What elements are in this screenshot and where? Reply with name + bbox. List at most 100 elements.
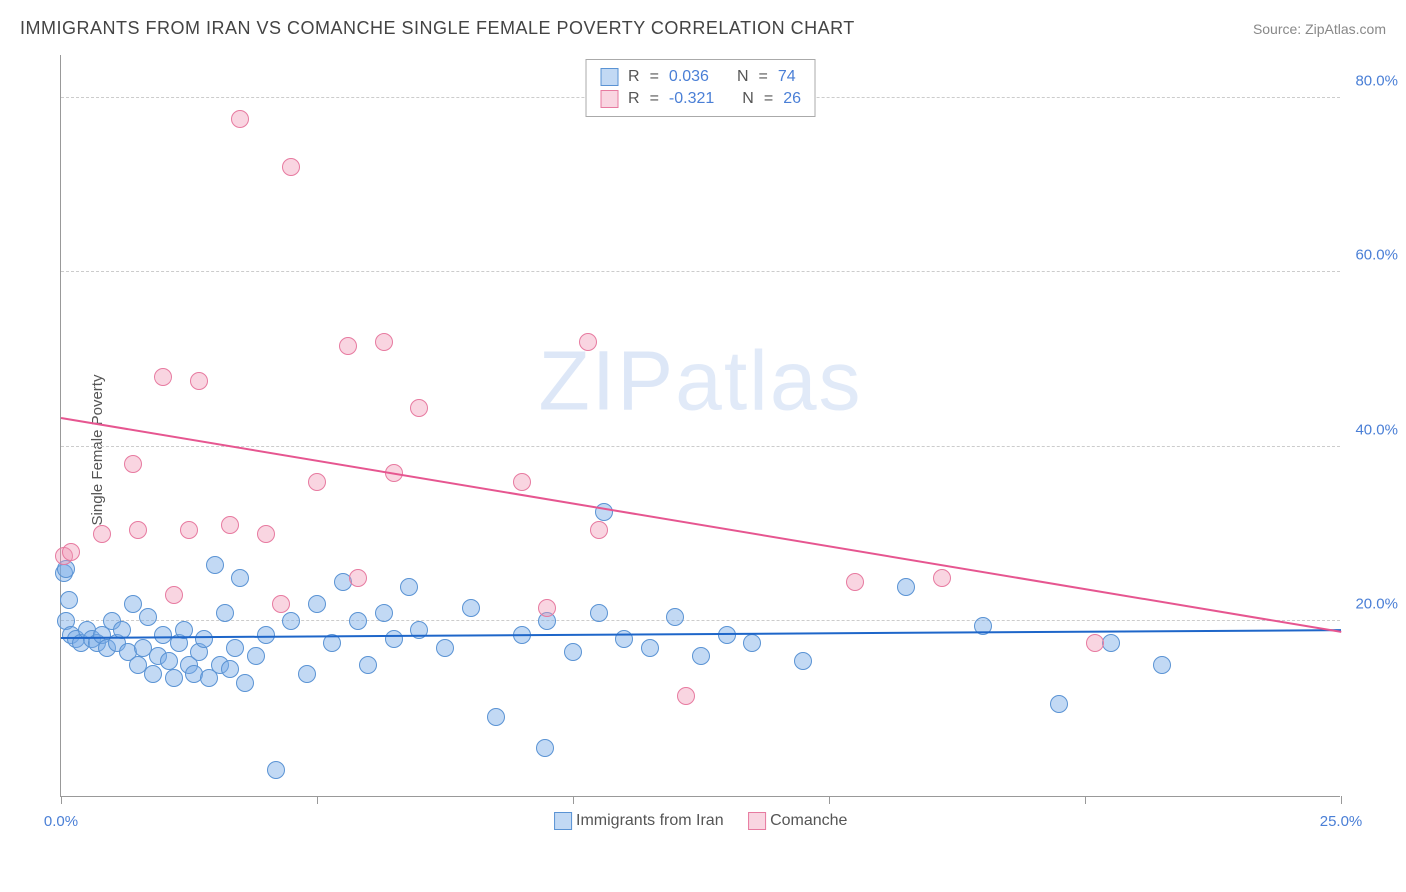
gridline	[61, 446, 1340, 447]
data-point	[60, 591, 78, 609]
data-point	[62, 543, 80, 561]
data-point	[206, 556, 224, 574]
x-tick	[829, 796, 830, 804]
data-point	[180, 521, 198, 539]
x-tick	[1341, 796, 1342, 804]
data-point	[298, 665, 316, 683]
data-point	[359, 656, 377, 674]
data-point	[267, 761, 285, 779]
data-point	[247, 647, 265, 665]
trend-line	[61, 629, 1341, 639]
data-point	[487, 708, 505, 726]
data-point	[579, 333, 597, 351]
data-point	[933, 569, 951, 587]
equals-icon: =	[650, 90, 659, 108]
stat-label: R	[628, 90, 640, 108]
data-point	[538, 599, 556, 617]
gridline	[61, 620, 1340, 621]
y-tick-label: 20.0%	[1355, 596, 1398, 613]
data-point	[410, 399, 428, 417]
data-point	[195, 630, 213, 648]
source-label: Source:	[1253, 21, 1301, 37]
x-tick	[61, 796, 62, 804]
x-tick	[1085, 796, 1086, 804]
data-point	[564, 643, 582, 661]
data-point	[375, 333, 393, 351]
source-link[interactable]: ZipAtlas.com	[1305, 21, 1386, 37]
plot-area: ZIPatlas R = 0.036 N = 74 R = -0.321 N =	[60, 55, 1340, 797]
data-point	[144, 665, 162, 683]
trend-line	[61, 417, 1341, 633]
data-point	[385, 630, 403, 648]
gridline	[61, 271, 1340, 272]
data-point	[349, 569, 367, 587]
data-point	[462, 599, 480, 617]
data-point	[1086, 634, 1104, 652]
data-point	[308, 473, 326, 491]
legend-swatch-comanche-icon	[748, 812, 766, 830]
x-tick	[317, 796, 318, 804]
data-point	[221, 660, 239, 678]
chart-title: IMMIGRANTS FROM IRAN VS COMANCHE SINGLE …	[20, 18, 855, 39]
data-point	[190, 372, 208, 390]
data-point	[272, 595, 290, 613]
data-point	[124, 595, 142, 613]
data-point	[282, 612, 300, 630]
y-tick-label: 80.0%	[1355, 72, 1398, 89]
source-credit: Source: ZipAtlas.com	[1253, 21, 1386, 37]
data-point	[375, 604, 393, 622]
stat-n-value: 26	[783, 90, 801, 108]
data-point	[743, 634, 761, 652]
data-point	[339, 337, 357, 355]
data-point	[641, 639, 659, 657]
data-point	[436, 639, 454, 657]
data-point	[1050, 695, 1068, 713]
legend-series: Immigrants from Iran Comanche	[554, 812, 848, 830]
legend-label: Immigrants from Iran	[576, 812, 724, 829]
data-point	[257, 626, 275, 644]
legend-swatch-iran-icon	[554, 812, 572, 830]
data-point	[216, 604, 234, 622]
data-point	[257, 525, 275, 543]
data-point	[93, 525, 111, 543]
data-point	[513, 473, 531, 491]
legend-correlation: R = 0.036 N = 74 R = -0.321 N = 26	[585, 59, 816, 117]
data-point	[160, 652, 178, 670]
stat-label: N	[742, 90, 754, 108]
legend-item: Comanche	[748, 812, 848, 830]
data-point	[1102, 634, 1120, 652]
legend-row: R = 0.036 N = 74	[600, 66, 801, 88]
data-point	[846, 573, 864, 591]
data-point	[129, 521, 147, 539]
legend-item: Immigrants from Iran	[554, 812, 724, 830]
stat-label: N	[737, 68, 749, 86]
legend-row: R = -0.321 N = 26	[600, 88, 801, 110]
data-point	[897, 578, 915, 596]
data-point	[231, 110, 249, 128]
data-point	[154, 368, 172, 386]
data-point	[400, 578, 418, 596]
stat-r-value: -0.321	[669, 90, 714, 108]
data-point	[226, 639, 244, 657]
data-point	[308, 595, 326, 613]
data-point	[165, 669, 183, 687]
data-point	[349, 612, 367, 630]
data-point	[590, 521, 608, 539]
y-tick-label: 60.0%	[1355, 247, 1398, 264]
data-point	[590, 604, 608, 622]
stat-n-value: 74	[778, 68, 796, 86]
data-point	[282, 158, 300, 176]
stat-r-value: 0.036	[669, 68, 709, 86]
data-point	[231, 569, 249, 587]
data-point	[165, 586, 183, 604]
equals-icon: =	[650, 68, 659, 86]
data-point	[692, 647, 710, 665]
x-tick-label: 25.0%	[1320, 813, 1363, 830]
equals-icon: =	[764, 90, 773, 108]
y-tick-label: 40.0%	[1355, 421, 1398, 438]
x-tick-label: 0.0%	[44, 813, 78, 830]
data-point	[1153, 656, 1171, 674]
stat-label: R	[628, 68, 640, 86]
chart-wrap: Single Female Poverty ZIPatlas R = 0.036…	[50, 55, 1390, 845]
legend-swatch-comanche-icon	[600, 90, 618, 108]
